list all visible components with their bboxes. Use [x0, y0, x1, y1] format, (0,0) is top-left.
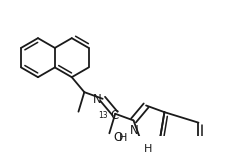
Text: 13: 13 [98, 111, 108, 120]
Text: H: H [144, 144, 152, 153]
Text: N: N [93, 93, 102, 106]
Text: C: C [110, 109, 118, 122]
Text: N: N [130, 124, 138, 137]
Text: O: O [113, 131, 122, 144]
Text: H: H [119, 133, 128, 143]
